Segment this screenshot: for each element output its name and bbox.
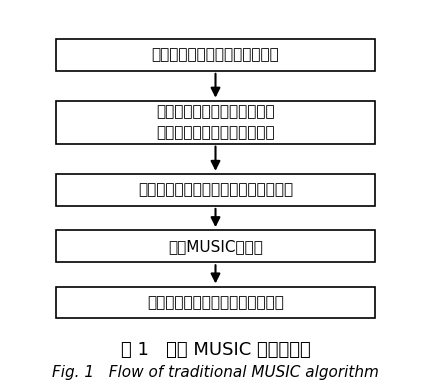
Text: 利用最小特征值的重数估计信号源个数: 利用最小特征值的重数估计信号源个数 (138, 182, 292, 197)
FancyBboxPatch shape (56, 174, 374, 206)
FancyBboxPatch shape (56, 101, 374, 144)
Text: 计算MUSIC空间谱: 计算MUSIC空间谱 (168, 239, 262, 254)
FancyBboxPatch shape (56, 39, 374, 71)
Text: 信号数据采样，计算协方差矩阵: 信号数据采样，计算协方差矩阵 (151, 47, 279, 62)
Text: 对协方差矩阵进行特征值分解
得到信号子空间和噪声子空间: 对协方差矩阵进行特征值分解 得到信号子空间和噪声子空间 (156, 104, 274, 140)
FancyBboxPatch shape (56, 287, 374, 318)
Text: Fig. 1   Flow of traditional MUSIC algorithm: Fig. 1 Flow of traditional MUSIC algorit… (52, 365, 378, 380)
Text: 进行谱峰搜索，估计信号波达方向: 进行谱峰搜索，估计信号波达方向 (147, 295, 283, 310)
FancyBboxPatch shape (56, 230, 374, 262)
Text: 图 1   经典 MUSIC 算法流程图: 图 1 经典 MUSIC 算法流程图 (120, 341, 310, 359)
